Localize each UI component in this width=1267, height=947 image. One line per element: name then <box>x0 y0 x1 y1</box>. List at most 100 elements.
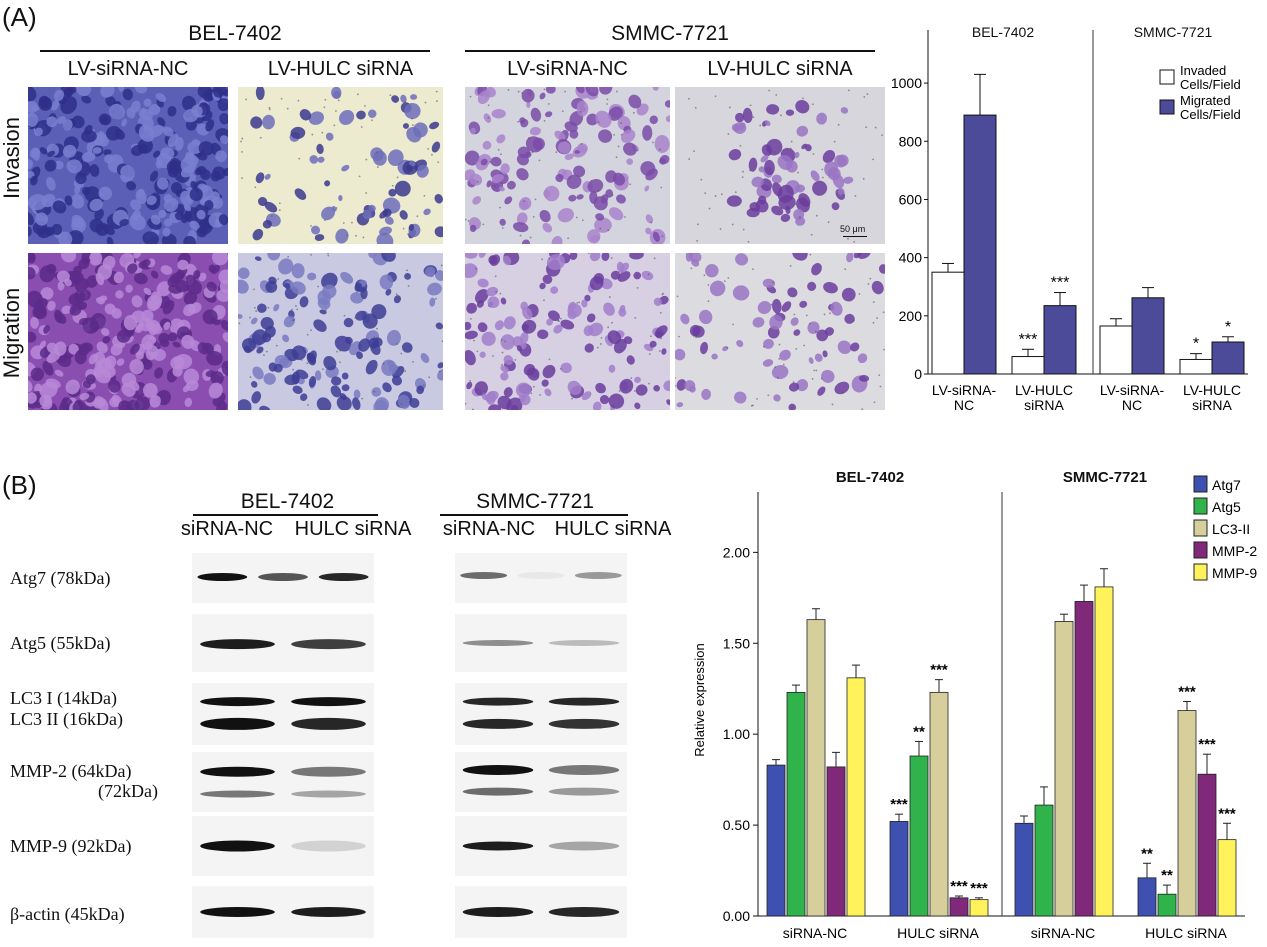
legend-label: MMP-2 <box>1212 543 1257 559</box>
bar <box>1217 839 1237 917</box>
bar <box>1131 297 1165 375</box>
chart-a-title-bel: BEL-7402 <box>971 24 1035 40</box>
bar <box>1014 822 1034 917</box>
y-tick-label: 200 <box>899 308 923 324</box>
legend-label: Cells/Field <box>1180 77 1241 92</box>
legend-label: Atg7 <box>1212 477 1241 493</box>
blot-label: LC3 I (14kDa) <box>10 688 117 708</box>
blot-image <box>455 553 627 603</box>
blot-cond-smmc-nc: siRNA-NC <box>442 518 536 540</box>
cond-label-bel-hulc: LV-HULC siRNA <box>267 58 414 80</box>
bar <box>1157 893 1177 917</box>
y-tick-label: 800 <box>899 133 923 149</box>
panel-b-group-title-bel: BEL-7402 <box>240 490 335 513</box>
significance-mark: *** <box>890 796 908 813</box>
panel-b-letter: (B) <box>2 470 37 500</box>
bar <box>1011 356 1045 375</box>
bar <box>1179 358 1213 375</box>
micrograph-bel-nc-migration <box>28 253 228 410</box>
panel-a-group-title-smmc: SMMC-7721 <box>611 22 729 45</box>
x-tick-label: siRNA <box>1192 397 1232 413</box>
significance-mark: *** <box>1198 736 1216 753</box>
blot-image <box>192 752 374 812</box>
blot-image <box>192 816 374 876</box>
x-tick-label: LV-siRNA- <box>932 382 997 398</box>
blot-label: LC3 II (16kDa) <box>10 709 123 729</box>
blot-image <box>455 614 627 672</box>
x-tick-label: siRNA <box>1024 397 1064 413</box>
panel-a-group-title-bel: BEL-7402 <box>188 22 282 45</box>
panel-a-group-line-smmc <box>465 50 875 52</box>
bar <box>1054 621 1074 917</box>
blot-cond-bel-hulc: HULC siRNA <box>294 518 412 540</box>
micrograph-smmc-hulc-migration <box>675 253 885 410</box>
significance-mark: *** <box>950 878 968 895</box>
x-tick-label: LV-HULC <box>1183 382 1241 398</box>
y-tick-label: 0.00 <box>723 908 750 924</box>
micrograph-smmc-nc-invasion <box>465 87 670 244</box>
bar <box>1034 804 1054 917</box>
x-tick-label: HULC siRNA <box>897 925 979 941</box>
y-tick-label: 2.00 <box>723 544 750 560</box>
micrograph-bel-hulc-invasion <box>238 87 443 244</box>
legend-swatch <box>1193 475 1208 493</box>
chart-a-title-smmc: SMMC-7721 <box>1133 24 1213 40</box>
bar <box>1197 773 1217 917</box>
x-tick-label: HULC siRNA <box>1145 925 1227 941</box>
blot-label: MMP-9 (92kDa) <box>10 836 132 856</box>
relative-expression-chart: 0.00 0.50 1.00 1.50 2.00 Relative expression s… <box>692 475 1257 941</box>
bar <box>1099 325 1133 375</box>
y-tick-label: 600 <box>899 191 923 207</box>
blot-label: Atg7 (78kDa) <box>10 568 111 588</box>
micrograph-smmc-nc-migration <box>465 253 670 410</box>
legend-swatch <box>1193 541 1208 559</box>
bar <box>931 271 965 375</box>
legend-label: Atg5 <box>1212 499 1241 515</box>
significance-mark: *** <box>1218 805 1236 822</box>
blot-image <box>192 886 374 938</box>
panel-a-letter: (A) <box>2 2 37 32</box>
significance-mark: *** <box>930 662 948 679</box>
x-tick-label: NC <box>954 397 974 413</box>
bar <box>949 897 969 917</box>
x-tick-label: LV-HULC <box>1015 382 1073 398</box>
scale-bar-label: 50 μm <box>840 224 866 234</box>
legend-label: LC3-II <box>1212 521 1250 537</box>
y-tick-label: 1.00 <box>723 726 750 742</box>
panel-b-group-title-smmc: SMMC-7721 <box>476 490 594 513</box>
blot-image <box>455 886 627 938</box>
micrograph-bel-nc-invasion <box>28 87 228 244</box>
y-tick-label: 0.50 <box>723 817 750 833</box>
x-tick-label: LV-siRNA- <box>1100 382 1165 398</box>
significance-mark: *** <box>970 880 988 897</box>
legend-label: Migrated <box>1180 93 1231 108</box>
legend-swatch <box>1193 519 1208 537</box>
x-tick-label: siRNA-NC <box>783 925 848 941</box>
cond-label-bel-nc: LV-siRNA-NC <box>67 58 189 80</box>
bar <box>909 755 929 917</box>
micrograph-bel-hulc-migration <box>238 253 443 410</box>
bar <box>1211 341 1245 375</box>
chart-b-title-bel: BEL-7402 <box>835 469 905 486</box>
panel-b-group-line-bel <box>193 514 378 516</box>
blot-image <box>455 683 627 745</box>
significance-mark: *** <box>1178 683 1196 700</box>
x-tick-label: NC <box>1122 397 1142 413</box>
blot-image <box>455 816 627 876</box>
significance-mark: * <box>1193 336 1199 353</box>
y-tick-label: 0 <box>914 366 922 382</box>
blot-label: Atg5 (55kDa) <box>10 633 111 653</box>
legend-label: Cells/Field <box>1180 107 1241 122</box>
panel-b-group-line-smmc <box>440 514 628 516</box>
significance-mark: ** <box>1141 845 1153 862</box>
chart-b-title-smmc: SMMC-7721 <box>1062 469 1148 486</box>
significance-mark: * <box>1225 319 1231 336</box>
significance-mark: ** <box>1161 867 1173 884</box>
bar <box>1177 710 1197 917</box>
bar <box>1074 601 1094 917</box>
bar <box>806 619 826 917</box>
legend-swatch <box>1159 99 1175 115</box>
y-tick-label: 1000 <box>891 75 922 91</box>
bar <box>786 691 806 917</box>
bar <box>1094 586 1114 917</box>
